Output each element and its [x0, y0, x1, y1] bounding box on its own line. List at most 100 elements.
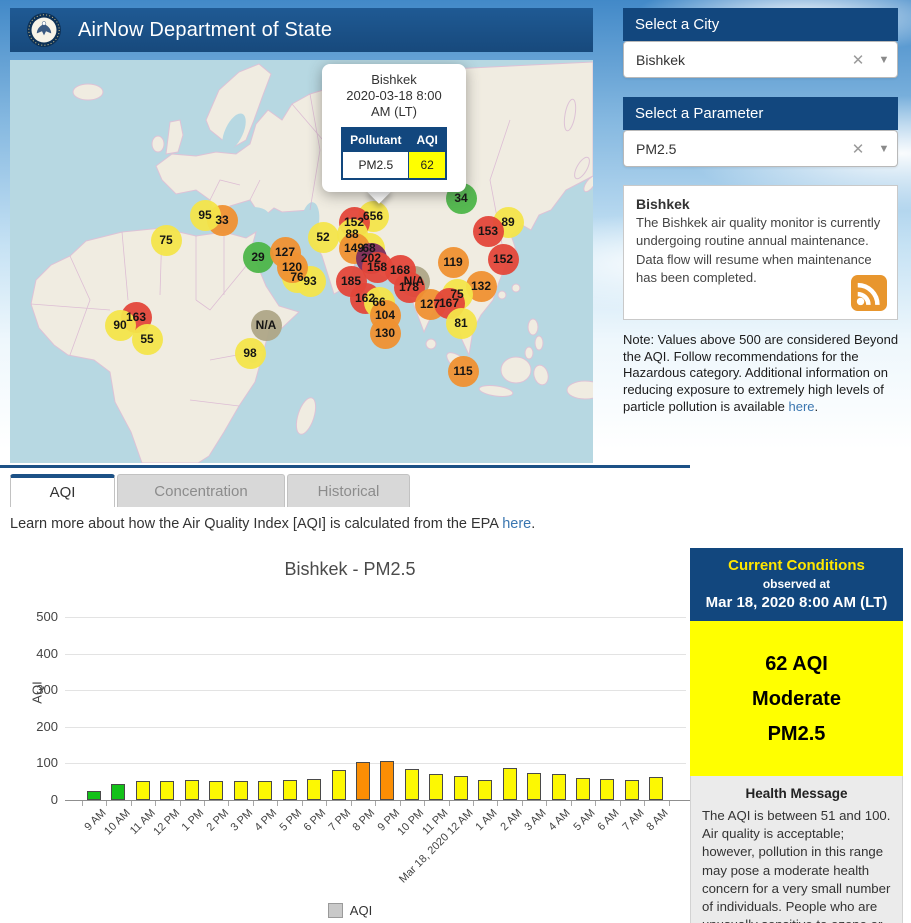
bar[interactable] — [576, 778, 590, 800]
x-axis-tick-label: 4 AM — [546, 807, 574, 834]
x-axis-tick — [130, 801, 132, 806]
aqi-marker-value: 89 — [501, 215, 515, 229]
aqi-marker[interactable] — [104, 309, 136, 341]
bar[interactable] — [258, 780, 273, 800]
x-axis-tick — [375, 801, 377, 806]
x-axis-tick-label: 7 AM — [620, 807, 647, 834]
page-title: AirNow Department of State — [78, 18, 333, 41]
x-axis-tick — [399, 801, 401, 806]
aqi-marker[interactable] — [242, 241, 274, 273]
aqi-marker[interactable] — [487, 243, 519, 275]
city-select[interactable]: Bishkek ✕ ▼ — [623, 41, 898, 78]
aqi-marker[interactable] — [269, 236, 301, 268]
observed-at-label: observed at — [762, 577, 831, 591]
bar[interactable] — [282, 779, 297, 800]
x-axis-tick-label: 2 PM — [204, 807, 231, 834]
aqi-marker[interactable] — [131, 323, 163, 355]
bar[interactable] — [551, 774, 566, 800]
aqi-marker[interactable] — [234, 337, 266, 369]
bar[interactable] — [404, 768, 419, 800]
note-here-link[interactable]: here — [788, 398, 815, 414]
aqi-marker[interactable] — [437, 246, 469, 278]
bar[interactable] — [135, 780, 150, 800]
aqi-marker-value: 167 — [438, 296, 460, 310]
bar[interactable] — [527, 772, 542, 800]
bar[interactable] — [355, 761, 370, 800]
tab-historical[interactable]: Historical — [287, 474, 410, 507]
x-axis-tick — [546, 801, 548, 806]
bar[interactable] — [160, 780, 175, 800]
aqi-marker-value: 130 — [374, 326, 396, 340]
parameter-caret-down-icon[interactable]: ▼ — [878, 142, 890, 155]
bar[interactable] — [184, 779, 199, 800]
bar[interactable] — [87, 790, 101, 800]
aqi-marker-value: 120 — [281, 260, 303, 274]
aqi-marker-value: 55 — [140, 332, 154, 346]
x-axis-tick — [252, 801, 254, 806]
parameter-clear-icon[interactable]: ✕ — [851, 140, 865, 158]
city-info-title: Bishkek — [636, 196, 690, 212]
aqi-marker-value: 158 — [366, 260, 388, 274]
bar[interactable] — [380, 760, 395, 800]
y-axis-tick-label: 500 — [36, 609, 58, 624]
aqi-marker-value: 163 — [125, 310, 147, 324]
aqi-marker[interactable] — [150, 224, 182, 256]
city-select-value: Bishkek — [636, 51, 686, 68]
aqi-marker[interactable] — [445, 307, 477, 339]
tab-aqi[interactable]: AQI — [10, 474, 115, 507]
x-axis-tick-label: 5 AM — [571, 807, 598, 834]
city-clear-icon[interactable]: ✕ — [851, 51, 865, 69]
bar[interactable] — [502, 767, 517, 800]
aqi-marker-value: N/A — [255, 318, 277, 332]
aqi-marker-value: 127 — [274, 245, 296, 259]
current-conditions-header: Current Conditions observed at Mar 18, 2… — [690, 548, 903, 621]
bar[interactable] — [209, 780, 224, 800]
bar[interactable] — [233, 780, 248, 800]
aqi-marker[interactable] — [250, 309, 282, 341]
gridline — [65, 763, 686, 765]
x-axis-line — [65, 800, 692, 801]
tab-concentration[interactable]: Concentration — [117, 474, 285, 507]
bar[interactable] — [478, 779, 493, 800]
x-axis-tick — [81, 801, 83, 806]
aqi-marker[interactable] — [189, 199, 221, 231]
aqi-marker-value: 95 — [198, 208, 212, 222]
bar[interactable] — [307, 778, 322, 800]
current-conditions-panel: Current Conditions observed at Mar 18, 2… — [690, 548, 903, 923]
aqi-marker-value: 185 — [340, 274, 362, 288]
aqi-marker-value: 168 — [389, 263, 411, 277]
bar[interactable] — [624, 779, 639, 800]
rss-icon[interactable] — [851, 275, 887, 311]
x-axis-tick — [521, 801, 523, 806]
world-map[interactable]: 33 95 75 29 93 76 120 127 52 656 152 88 68 149 202 158 N… — [10, 60, 593, 463]
x-axis-tick — [301, 801, 303, 806]
aqi-marker[interactable] — [447, 355, 479, 387]
bar[interactable] — [600, 778, 615, 800]
aqi-bar-chart: Bishkek - PM2.5 AQI 0 100 200 300 400 500 9 AM… — [10, 545, 692, 923]
bar[interactable] — [649, 777, 664, 800]
health-message-body: The AQI is between 51 and 100. Air quali… — [702, 808, 891, 923]
tooltip-col-aqi: AQI — [408, 127, 447, 152]
aqi-marker-value: 656 — [362, 209, 384, 223]
aqi-marker[interactable] — [369, 317, 401, 349]
aqi-marker-value: N/A — [403, 274, 425, 288]
learn-more-here-link[interactable]: here — [502, 516, 532, 532]
city-caret-down-icon[interactable]: ▼ — [878, 53, 890, 66]
aqi-marker-value: 178 — [398, 280, 420, 294]
bar[interactable] — [331, 769, 346, 800]
parameter-select[interactable]: PM2.5 ✕ ▼ — [623, 130, 898, 167]
observed-datetime: Mar 18, 2020 8:00 AM (LT) — [705, 594, 888, 611]
aqi-marker-value: 34 — [454, 191, 468, 205]
bar[interactable] — [453, 775, 468, 800]
view-tabs: AQI Concentration Historical — [10, 474, 410, 507]
tooltip-datetime: 2020-03-18 8:00 AM (LT) — [346, 88, 442, 120]
aqi-marker[interactable] — [307, 221, 339, 253]
bar[interactable] — [429, 774, 444, 800]
aqi-marker-value: 202 — [360, 251, 382, 265]
aqi-marker[interactable] — [472, 215, 504, 247]
aqi-pollutant: PM2.5 — [767, 723, 826, 745]
aqi-marker-value: 152 — [343, 215, 365, 229]
map-tooltip: Bishkek 2020-03-18 8:00 AM (LT) Pollutan… — [322, 64, 466, 192]
bar[interactable] — [111, 783, 126, 800]
app-header: AirNow Department of State — [10, 8, 593, 52]
